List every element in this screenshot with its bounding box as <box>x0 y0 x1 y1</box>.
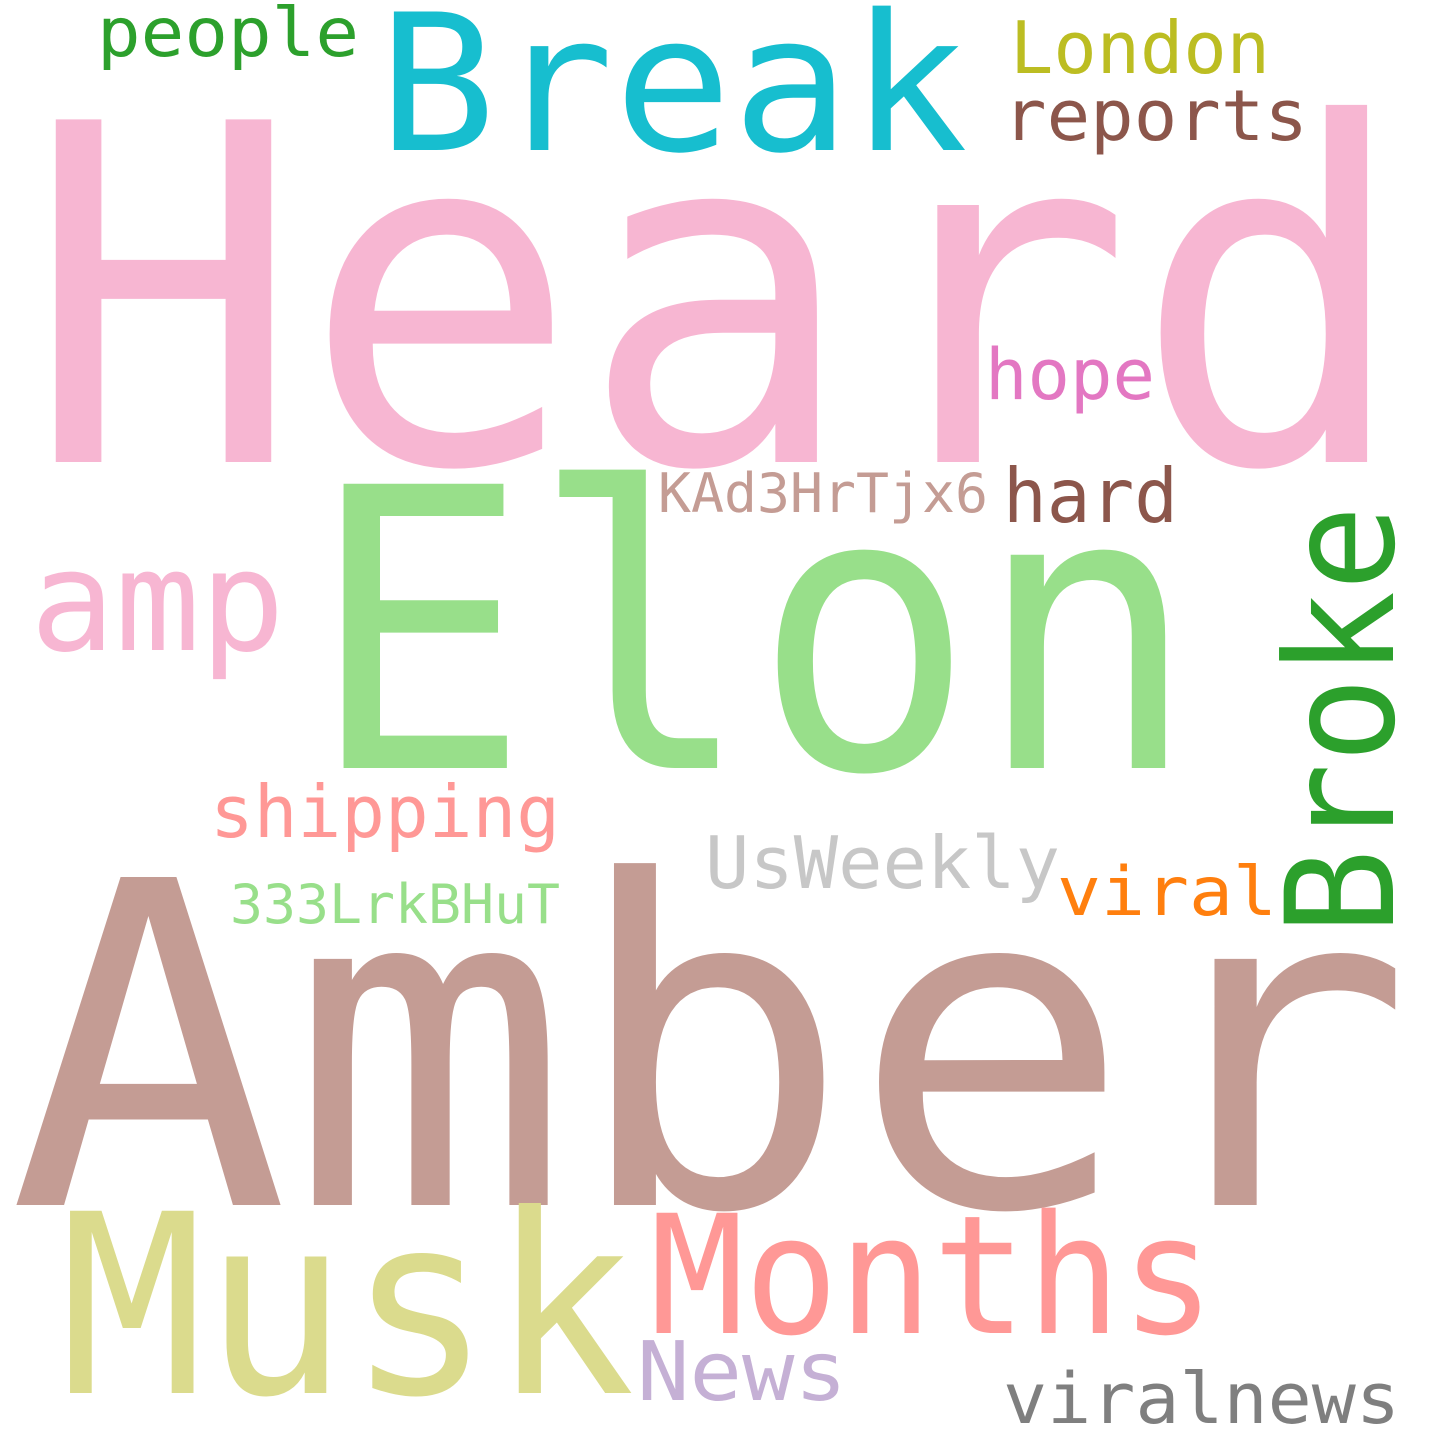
word-viralnews: viralnews <box>1003 1358 1400 1440</box>
word-months: Months <box>650 1180 1215 1372</box>
word-musk: Musk <box>60 1161 635 1440</box>
word-usweekly: UsWeekly <box>705 821 1060 905</box>
word-hope: hope <box>985 334 1155 416</box>
word-hard: hard <box>1003 452 1178 540</box>
word-333lrkbhut: 333LrkBHuT <box>230 873 560 936</box>
word-heard: Heard <box>25 26 1410 573</box>
word-elon: Elon <box>308 406 1198 860</box>
word-amber: Amber <box>8 788 1413 1312</box>
word-kad3hrtjx6: KAd3HrTjx6 <box>658 462 988 525</box>
word-amp: amp <box>30 521 285 684</box>
word-london: London <box>1010 6 1270 90</box>
word-reports: reports <box>1003 75 1308 157</box>
word-viral: viral <box>1057 853 1277 932</box>
word-news: News <box>637 1325 847 1420</box>
word-people: people <box>97 0 359 73</box>
word-break: Break <box>378 0 968 195</box>
word-broke: Broke <box>1255 505 1429 935</box>
word-shipping: shipping <box>210 770 560 854</box>
